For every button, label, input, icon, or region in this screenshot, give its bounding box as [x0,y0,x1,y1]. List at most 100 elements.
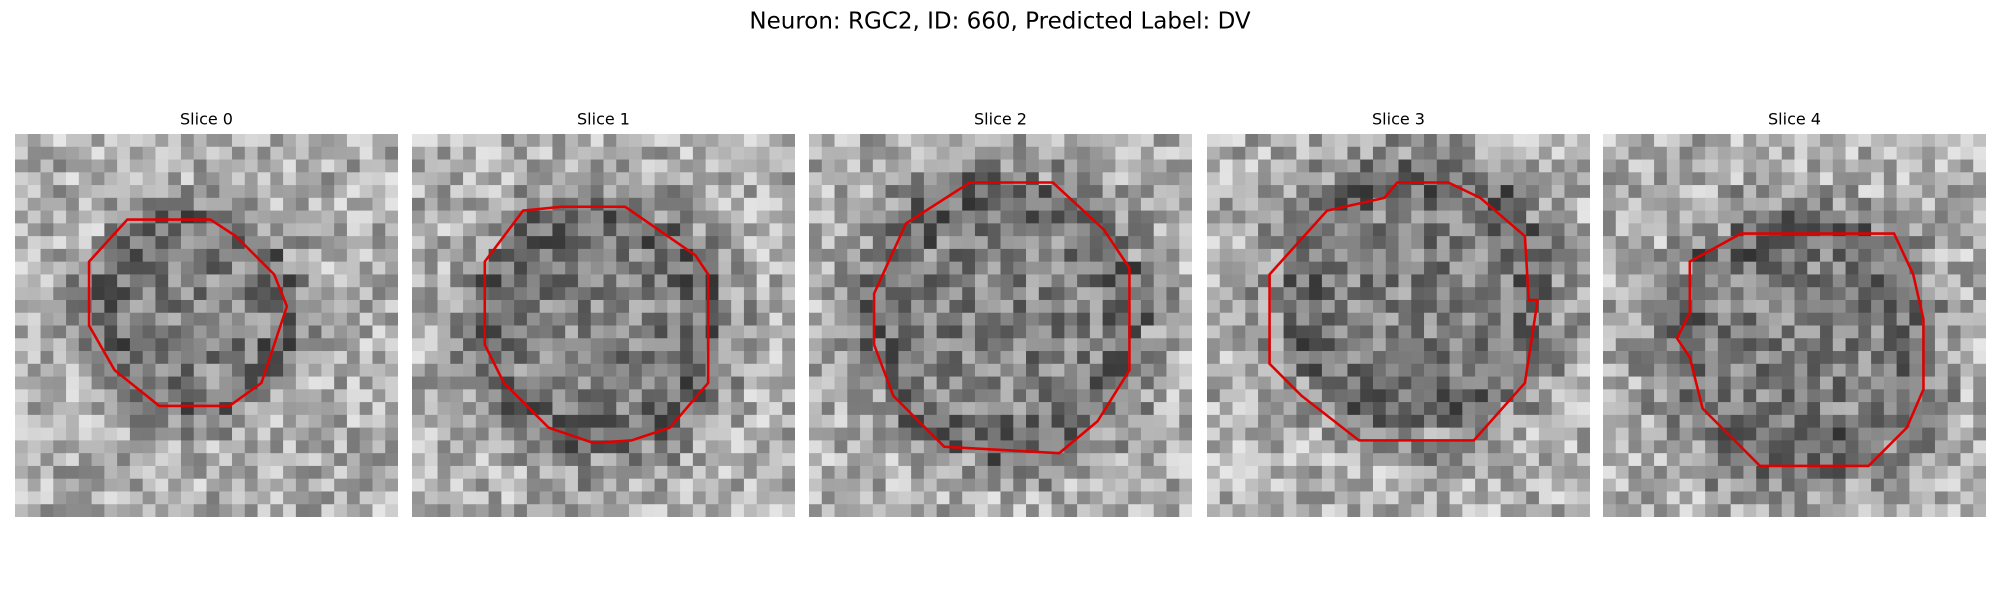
pixel [1321,146,1336,160]
pixel [1449,159,1463,173]
pixel [1934,478,1949,492]
pixel [654,172,668,186]
pixel [155,427,169,441]
pixel [911,185,925,199]
pixel [1551,414,1565,429]
pixel [1679,363,1693,377]
pixel [1000,363,1014,377]
pixel [692,465,707,480]
pixel [295,185,310,199]
pixel [308,427,322,441]
pixel [1064,363,1078,377]
pixel [949,363,963,377]
pixel [565,248,579,263]
pixel [1038,261,1052,275]
pixel [680,453,694,467]
pixel [1666,146,1680,160]
pixel [1258,465,1272,480]
pixel [1768,376,1783,390]
pixel [412,402,426,416]
pixel [1768,402,1783,416]
pixel [1038,427,1052,441]
pixel [1207,299,1221,314]
pixel [1487,287,1502,301]
pixel [1179,402,1192,416]
pixel [91,287,105,301]
pixel [1283,504,1297,517]
pixel [91,210,105,224]
pixel [769,338,783,352]
pixel [117,389,131,403]
pixel [1577,478,1590,492]
pixel [692,236,707,250]
pixel [117,440,131,454]
pixel [1768,504,1783,517]
pixel [1756,236,1770,250]
pixel [962,389,976,403]
pixel [743,351,758,365]
pixel [359,274,373,288]
pixel [359,325,373,339]
pixel [475,134,489,148]
pixel [321,465,335,480]
pixel [603,363,617,377]
pixel [1153,274,1167,288]
pixel [53,453,67,467]
pixel [692,185,707,199]
pixel [1296,261,1310,275]
pixel [1858,236,1872,250]
pixel [346,325,361,339]
pixel [270,134,284,148]
pixel [1603,363,1617,377]
pixel [1564,376,1578,390]
pixel [1270,172,1284,186]
pixel [15,427,29,441]
pixel [911,312,925,326]
pixel [168,376,182,390]
pixel [1385,172,1399,186]
pixel [629,185,643,199]
pixel [834,261,848,275]
pixel [1756,338,1770,352]
pixel [1820,172,1834,186]
pixel [1730,363,1744,377]
pixel [962,210,976,224]
pixel [1128,299,1142,314]
pixel [872,185,886,199]
pixel [308,440,322,454]
pixel [974,274,989,288]
pixel [270,146,284,160]
pixel [1219,402,1233,416]
pixel [1654,440,1668,454]
pixel [1232,414,1246,429]
pixel [1026,363,1040,377]
pixel [1051,491,1065,505]
pixel [1475,478,1489,492]
pixel [244,402,258,416]
pixel [117,299,131,314]
pixel [1641,172,1655,186]
pixel [1436,402,1450,416]
pixel [718,453,732,467]
pixel [1385,338,1399,352]
pixel [526,185,541,199]
pixel [782,146,795,160]
pixel [1615,427,1629,441]
pixel [488,197,502,211]
pixel [1360,504,1374,517]
pixel [692,159,707,173]
pixel [514,478,528,492]
pixel [321,299,335,314]
pixel [769,261,783,275]
pixel [1909,478,1923,492]
pixel [1896,210,1910,224]
pixel [1064,146,1078,160]
pixel [936,504,950,517]
pixel [809,287,823,301]
pixel [911,248,925,263]
pixel [1820,478,1834,492]
pixel [1140,478,1155,492]
pixel [1807,146,1821,160]
pixel [1513,287,1527,301]
pixel [78,453,92,467]
